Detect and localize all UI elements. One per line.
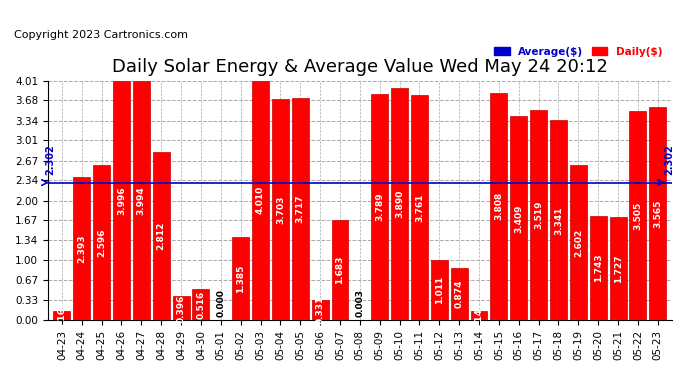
Text: 3.890: 3.890 [395, 190, 404, 218]
Text: 1.385: 1.385 [236, 265, 245, 293]
Bar [233, 237, 249, 320]
Text: 3.565: 3.565 [653, 200, 662, 228]
Text: 1.683: 1.683 [335, 256, 344, 284]
Bar [610, 217, 627, 320]
Text: 1.011: 1.011 [435, 276, 444, 304]
Text: 0.160: 0.160 [57, 301, 66, 329]
Text: 3.808: 3.808 [495, 192, 504, 220]
Text: 3.994: 3.994 [137, 186, 146, 215]
Text: 2.596: 2.596 [97, 228, 106, 257]
Bar [590, 216, 607, 320]
Bar [391, 88, 408, 320]
Text: 3.703: 3.703 [276, 195, 285, 224]
Text: 0.147: 0.147 [475, 302, 484, 330]
Bar [172, 297, 190, 320]
Bar [93, 165, 110, 320]
Bar [530, 110, 547, 320]
Text: 0.396: 0.396 [177, 294, 186, 322]
Text: 2.302: 2.302 [45, 145, 55, 176]
Bar [471, 311, 487, 320]
Title: Daily Solar Energy & Average Value Wed May 24 20:12: Daily Solar Energy & Average Value Wed M… [112, 58, 608, 76]
Text: 3.996: 3.996 [117, 186, 126, 215]
Legend: Average($), Daily($): Average($), Daily($) [491, 43, 667, 61]
Text: 0.874: 0.874 [455, 280, 464, 308]
Text: 2.302: 2.302 [664, 145, 675, 176]
Bar [451, 268, 468, 320]
Bar [73, 177, 90, 320]
Bar [113, 81, 130, 320]
Bar [53, 310, 70, 320]
Bar [312, 300, 328, 320]
Text: 2.602: 2.602 [574, 228, 583, 256]
Bar [491, 93, 507, 320]
Text: 2.393: 2.393 [77, 234, 86, 263]
Text: 3.519: 3.519 [534, 201, 543, 229]
Bar [193, 290, 209, 320]
Bar [133, 81, 150, 320]
Bar [272, 99, 289, 320]
Text: 3.717: 3.717 [296, 195, 305, 224]
Bar [550, 120, 567, 320]
Bar [152, 152, 170, 320]
Text: 3.409: 3.409 [514, 204, 523, 232]
Text: 1.727: 1.727 [613, 254, 622, 283]
Text: Copyright 2023 Cartronics.com: Copyright 2023 Cartronics.com [14, 30, 188, 40]
Text: 3.761: 3.761 [415, 194, 424, 222]
Text: 0.516: 0.516 [197, 291, 206, 319]
Bar [331, 220, 348, 320]
Bar [292, 98, 308, 320]
Text: 3.341: 3.341 [554, 206, 563, 235]
Bar [649, 107, 667, 320]
Bar [371, 94, 388, 320]
Text: 0.331: 0.331 [315, 296, 324, 324]
Text: 3.505: 3.505 [633, 201, 642, 229]
Text: 3.789: 3.789 [375, 193, 384, 221]
Bar [431, 260, 448, 320]
Bar [629, 111, 647, 320]
Text: 0.000: 0.000 [216, 289, 226, 317]
Bar [252, 81, 269, 320]
Text: 0.003: 0.003 [355, 289, 364, 317]
Text: 1.743: 1.743 [593, 254, 602, 282]
Bar [570, 165, 586, 320]
Bar [511, 116, 527, 320]
Text: 2.812: 2.812 [157, 222, 166, 251]
Bar [411, 95, 428, 320]
Text: 4.010: 4.010 [256, 186, 265, 214]
